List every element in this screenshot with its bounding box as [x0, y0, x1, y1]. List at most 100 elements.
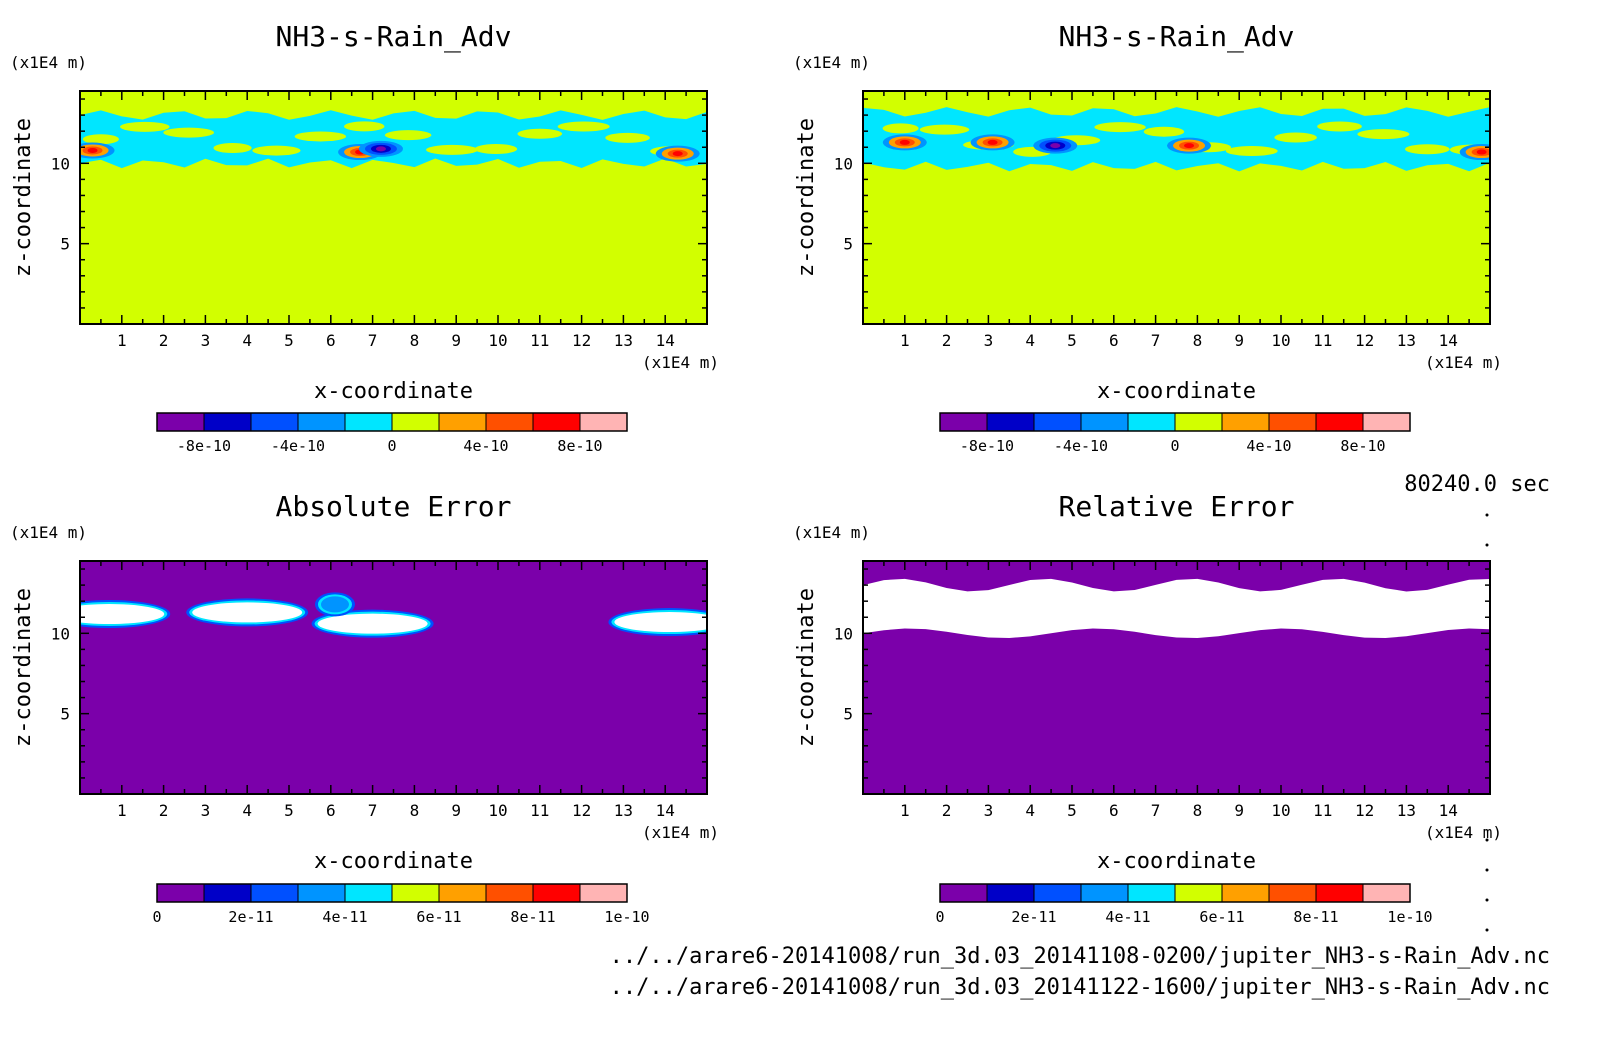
y-tick-label: 10 [51, 624, 70, 643]
cloud-gap [294, 131, 347, 142]
colorbar-swatch [250, 412, 299, 432]
x-tick-label: 8 [410, 801, 420, 820]
x-tick-label: 5 [284, 801, 294, 820]
feature-core [1184, 143, 1195, 149]
colorbar-swatch [1033, 883, 1082, 903]
cloud-gap [882, 123, 919, 134]
y-axis-unit: (x1E4 m) [793, 523, 870, 542]
x-tick-label: 13 [1397, 801, 1416, 820]
field-contours [863, 107, 1490, 172]
cloud-layer [80, 110, 707, 169]
footer-path-2: ../../arare6-20141008/run_3d.03_20141122… [609, 975, 1550, 1000]
colorbar-tick-label: 4e-10 [1246, 437, 1291, 455]
cloud-gap [1274, 132, 1317, 143]
margin-dot [1485, 543, 1489, 547]
x-tick-label: 12 [572, 331, 591, 350]
x-tick-label: 14 [1439, 331, 1458, 350]
colorbar-swatch [579, 412, 628, 432]
undefined-region [863, 578, 1490, 639]
chart-panel-4: Relative Error(x1E4 m)1 2 3 4 5 6 7 8 9 10 11 12 13 1… [793, 490, 1502, 926]
x-axis-label: x-coordinate [314, 849, 473, 874]
x-tick-label: 12 [572, 801, 591, 820]
y-tick-label: 10 [834, 624, 853, 643]
x-tick-label: 14 [1439, 801, 1458, 820]
colorbar-swatch [1362, 883, 1411, 903]
error-core [192, 602, 303, 623]
chart-title: NH3-s-Rain_Adv [275, 20, 511, 54]
colorbar-tick-label: 0 [1170, 437, 1179, 455]
feature-core [1050, 143, 1061, 149]
colorbar-swatch [1221, 883, 1270, 903]
colorbar-swatch [1080, 412, 1129, 432]
field-contours [80, 110, 707, 169]
margin-dot [1485, 513, 1489, 517]
colorbar-swatch [1315, 883, 1364, 903]
cloud-gap [426, 144, 478, 155]
chart-title: Relative Error [1058, 490, 1294, 523]
y-axis-label: z-coordinate [794, 588, 819, 747]
x-tick-label: 13 [1397, 331, 1416, 350]
cloud-gap [919, 124, 970, 135]
x-tick-label: 9 [451, 331, 461, 350]
x-tick-label: 9 [1234, 331, 1244, 350]
x-tick-label: 10 [488, 331, 507, 350]
x-tick-label: 5 [284, 331, 294, 350]
x-tick-label: 12 [1355, 331, 1374, 350]
cloud-gap [1317, 121, 1362, 132]
colorbar-swatch [156, 883, 205, 903]
x-tick-label: 1 [117, 801, 127, 820]
colorbar-frame [156, 412, 628, 432]
x-tick-label: 5 [1067, 801, 1077, 820]
y-axis-unit: (x1E4 m) [10, 523, 87, 542]
colorbar-tick-label: 0 [935, 908, 944, 926]
x-tick-label: 5 [1067, 331, 1077, 350]
colorbar-swatch [1127, 883, 1176, 903]
x-tick-label: 7 [368, 801, 378, 820]
colorbar-tick-label: 6e-11 [416, 908, 461, 926]
colorbar-swatch [986, 883, 1035, 903]
cloud-gap [1094, 122, 1146, 133]
colorbar-swatch [485, 412, 534, 432]
feature-core [1476, 149, 1487, 155]
cloud-gap [1225, 146, 1278, 157]
x-axis-label: x-coordinate [314, 379, 473, 404]
footer-path-1: ../../arare6-20141008/run_3d.03_20141108… [609, 944, 1550, 969]
y-tick-label: 10 [51, 154, 70, 173]
cloud-gap [82, 134, 119, 145]
colorbar-tick-label: 4e-11 [1105, 908, 1150, 926]
x-tick-label: 6 [1109, 331, 1119, 350]
y-axis-label: z-coordinate [11, 118, 36, 277]
colorbar-swatch [156, 412, 205, 432]
x-tick-label: 8 [1193, 801, 1203, 820]
x-axis-unit: (x1E4 m) [1425, 353, 1502, 372]
colorbar-tick-label: 8e-10 [557, 437, 602, 455]
colorbar-tick-label: 1e-10 [1387, 908, 1432, 926]
colorbar-tick-label: -8e-10 [960, 437, 1014, 455]
colorbar-swatch [1174, 412, 1223, 432]
time-label: 80240.0 sec [1404, 472, 1550, 497]
x-tick-label: 13 [614, 331, 633, 350]
feature-core [87, 147, 98, 153]
colorbar-frame [156, 883, 628, 903]
colorbar-tick-label: -4e-10 [1054, 437, 1108, 455]
cloud-gap [605, 132, 650, 143]
x-tick-label: 2 [942, 801, 952, 820]
colorbar-swatch [1221, 412, 1270, 432]
chart-title: Absolute Error [275, 490, 511, 523]
colorbar-tick-label: 0 [152, 908, 161, 926]
colorbar-swatch [939, 412, 988, 432]
y-axis-label: z-coordinate [11, 588, 36, 747]
x-tick-label: 10 [1271, 331, 1290, 350]
colorbar-swatch [986, 412, 1035, 432]
x-tick-label: 11 [530, 801, 549, 820]
chart-panel-2: NH3-s-Rain_Adv(x1E4 m)1 2 3 4 5 6 7 8 9 10 11 12 13 1… [793, 20, 1502, 455]
x-tick-label: 1 [117, 331, 127, 350]
colorbar-tick-label: 4e-11 [322, 908, 367, 926]
x-tick-label: 1 [900, 331, 910, 350]
colorbar-swatch [344, 412, 393, 432]
plot-field-background [80, 561, 707, 794]
colorbar-swatch [1033, 412, 1082, 432]
margin-dot [1485, 868, 1489, 872]
x-axis-label: x-coordinate [1097, 849, 1256, 874]
y-tick-label: 5 [60, 235, 70, 254]
